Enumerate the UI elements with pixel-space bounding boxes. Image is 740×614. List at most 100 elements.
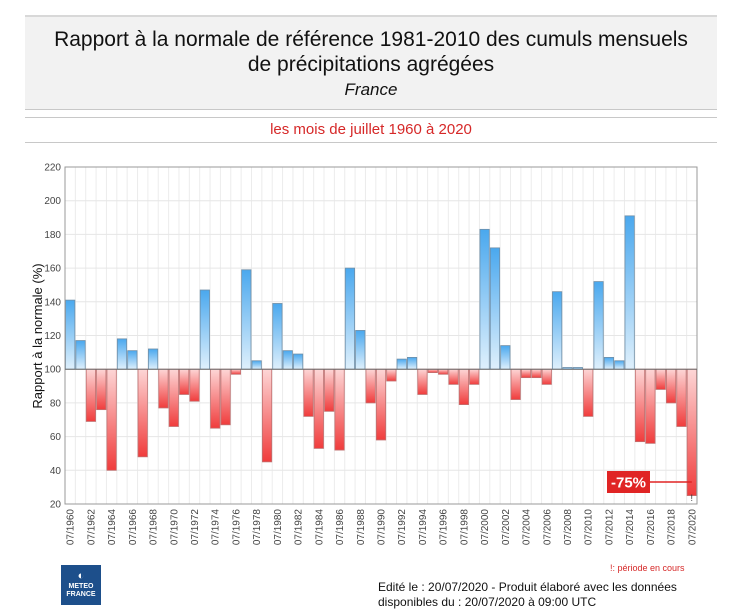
logo-icon: ◐ xyxy=(77,570,85,582)
logo-line2: FRANCE xyxy=(66,591,96,598)
y-tick-label: 100 xyxy=(44,365,61,376)
bar xyxy=(676,368,687,427)
bar xyxy=(158,368,169,409)
x-tick-label: 07/2000 xyxy=(480,509,491,546)
logo-line1: METEO xyxy=(68,583,94,590)
x-tick-label: 07/2010 xyxy=(584,509,595,546)
axes xyxy=(64,166,698,505)
bar xyxy=(593,281,604,370)
bar xyxy=(655,368,666,390)
x-tick-label: 07/2008 xyxy=(563,509,574,546)
x-tick-label: 07/1968 xyxy=(149,509,160,546)
annotations: -75%! xyxy=(607,471,693,503)
bar xyxy=(645,368,656,444)
y-tick-label: 220 xyxy=(44,163,61,174)
chart-subtitle: les mois de juillet 1960 à 2020 xyxy=(270,121,472,138)
bar xyxy=(324,368,335,412)
x-tick-label: 07/2006 xyxy=(542,509,553,546)
subtitle-box: les mois de juillet 1960 à 2020 xyxy=(25,117,717,143)
bar xyxy=(417,368,428,395)
x-tick-label: 07/1990 xyxy=(377,509,388,546)
bar xyxy=(396,358,407,370)
meteo-france-logo: ◐ METEO FRANCE xyxy=(61,565,101,605)
chart-region: France xyxy=(344,80,398,99)
edition-info: Edité le : 20/07/2020 - Produit élaboré … xyxy=(378,580,677,610)
x-tick-label: 07/1986 xyxy=(335,509,346,546)
bar xyxy=(666,368,677,404)
y-tick-label: 140 xyxy=(44,297,61,308)
y-tick-labels: 20 40 60 80 100 120 140 160 180 200 220 xyxy=(44,163,61,511)
y-tick-label: 120 xyxy=(44,331,61,342)
edition-line2: disponibles du : 20/07/2020 à 09:00 UTC xyxy=(378,595,597,609)
x-tick-label: 07/2016 xyxy=(646,509,657,546)
bar xyxy=(106,368,117,471)
bar xyxy=(75,340,86,370)
bar xyxy=(614,360,625,370)
bar xyxy=(634,368,646,443)
bar xyxy=(686,368,697,496)
plot-frame xyxy=(64,166,698,505)
bar xyxy=(344,267,355,370)
legend-note: !: période en cours xyxy=(610,563,685,573)
chart-title-line1: Rapport à la normale de référence 1981-2… xyxy=(54,28,688,51)
bar xyxy=(603,357,615,370)
y-tick-label: 80 xyxy=(50,398,62,409)
current-period-marker: ! xyxy=(691,493,694,503)
x-tick-label: 07/1996 xyxy=(439,509,450,546)
bar xyxy=(624,215,635,370)
x-tick-label: 07/1970 xyxy=(169,509,180,546)
bar xyxy=(541,368,552,385)
x-tick-label: 07/2004 xyxy=(522,509,533,546)
bar xyxy=(189,368,200,402)
bar xyxy=(365,368,376,404)
bar xyxy=(386,368,397,382)
bar xyxy=(179,368,190,395)
x-tick-label: 07/1982 xyxy=(294,509,305,546)
y-tick-label: 20 xyxy=(50,500,62,511)
x-tick-label: 07/2014 xyxy=(625,509,636,546)
bar xyxy=(293,353,304,370)
bar xyxy=(427,368,438,373)
bar xyxy=(65,299,76,370)
title-box: Rapport à la normale de référence 1981-2… xyxy=(25,15,717,110)
bar xyxy=(303,368,314,417)
chart-title-line2: de précipitations agrégées xyxy=(247,53,495,76)
bar xyxy=(407,357,418,370)
bar xyxy=(116,338,128,370)
bar xyxy=(261,368,273,463)
bar xyxy=(85,368,96,422)
bar xyxy=(137,368,148,458)
y-tick-label: 200 xyxy=(44,196,61,207)
y-axis-label: Rapport à la normale (%) xyxy=(30,263,45,408)
x-tick-label: 07/1962 xyxy=(86,509,97,546)
x-tick-label: 07/1984 xyxy=(314,509,325,546)
bar xyxy=(520,368,532,379)
x-tick-label: 07/2012 xyxy=(604,509,615,546)
bar xyxy=(531,368,542,379)
bar xyxy=(355,330,366,370)
x-tick-labels: 07/1960 07/1962 07/1964 07/1966 07/1968 07/19… xyxy=(66,509,699,546)
y-tick-label: 160 xyxy=(44,264,61,275)
bar xyxy=(458,368,469,405)
bar xyxy=(469,368,480,385)
x-tick-label: 07/1978 xyxy=(252,509,263,546)
bar xyxy=(220,368,231,426)
bar xyxy=(375,368,387,441)
y-tick-label: 40 xyxy=(50,466,62,477)
bar xyxy=(479,228,490,370)
bar xyxy=(282,350,293,370)
x-tick-label: 07/1964 xyxy=(107,509,118,546)
annotation-box xyxy=(607,471,650,493)
bar xyxy=(334,368,345,451)
bar xyxy=(438,368,449,375)
bar xyxy=(96,368,107,411)
x-tick-label: 07/1998 xyxy=(459,509,470,546)
bar xyxy=(583,368,594,417)
x-tick-label: 07/2002 xyxy=(501,509,512,546)
x-tick-label: 07/1972 xyxy=(190,509,201,546)
x-tick-label: 07/1994 xyxy=(418,509,429,546)
bar xyxy=(210,368,221,429)
edition-line1: Edité le : 20/07/2020 - Produit élaboré … xyxy=(378,580,677,594)
x-tick-label: 07/2018 xyxy=(667,509,678,546)
